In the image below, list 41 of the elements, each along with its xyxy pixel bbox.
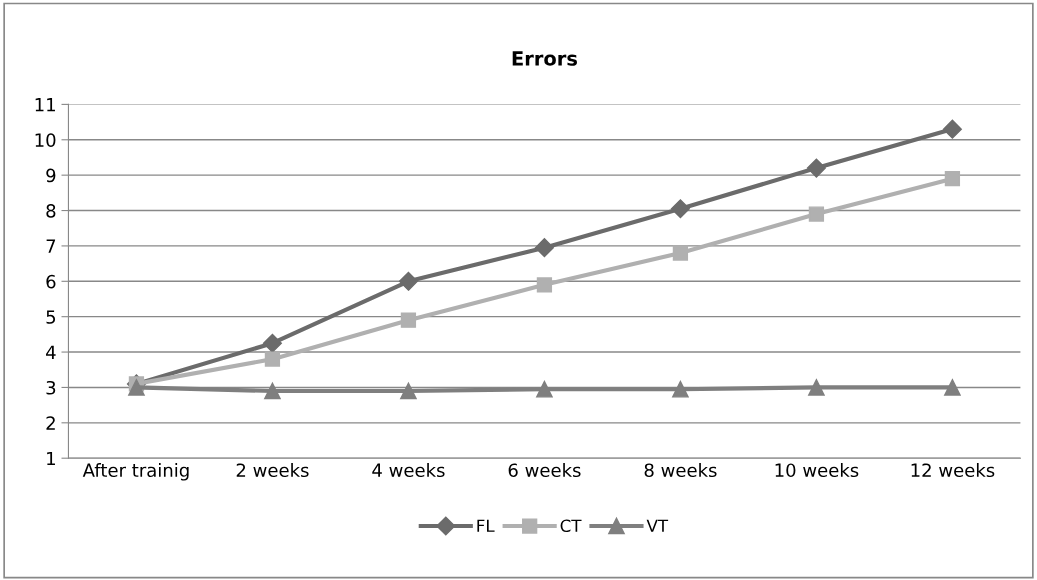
point <box>670 199 690 219</box>
y-tick-label: 7 <box>46 239 56 253</box>
point <box>264 351 281 367</box>
y-tick-label: 11 <box>35 98 55 112</box>
y-tick-label: 5 <box>46 310 56 324</box>
y-tick-label: 4 <box>46 345 56 359</box>
point <box>808 206 825 222</box>
x-tick-label: 10 weeks <box>775 463 859 478</box>
x-tick-label: 4 weeks <box>372 463 445 478</box>
x-tick-label: 8 weeks <box>644 463 717 478</box>
point <box>672 245 689 261</box>
point <box>128 379 145 396</box>
point <box>262 333 282 353</box>
legend-label: FL <box>477 519 495 532</box>
x-tick-label: 12 weeks <box>911 463 995 478</box>
point <box>942 119 962 139</box>
point <box>398 271 418 291</box>
point <box>400 382 417 400</box>
point <box>536 277 553 293</box>
point <box>672 380 689 398</box>
y-tick-label: 10 <box>35 133 56 147</box>
point <box>808 379 825 396</box>
x-tick-label: 6 weeks <box>508 463 581 478</box>
x-tick-label: After trainig <box>82 463 189 481</box>
y-tick-label: 1 <box>47 451 55 466</box>
x-tick-label: 2 weeks <box>236 463 309 478</box>
chart-title: Errors <box>512 51 577 66</box>
y-tick-label: 3 <box>46 380 56 395</box>
y-tick-label: 6 <box>46 274 56 289</box>
y-tick-label: 8 <box>46 204 56 218</box>
y-tick-label: 2 <box>46 416 55 430</box>
point <box>944 379 961 396</box>
point <box>536 380 553 398</box>
legend-label: VT <box>646 519 669 532</box>
point <box>534 238 554 258</box>
point <box>264 382 281 400</box>
legend-label: CT <box>560 519 582 533</box>
y-tick-label: 9 <box>46 168 56 183</box>
point <box>400 312 417 328</box>
point <box>944 171 961 187</box>
point <box>806 158 826 178</box>
